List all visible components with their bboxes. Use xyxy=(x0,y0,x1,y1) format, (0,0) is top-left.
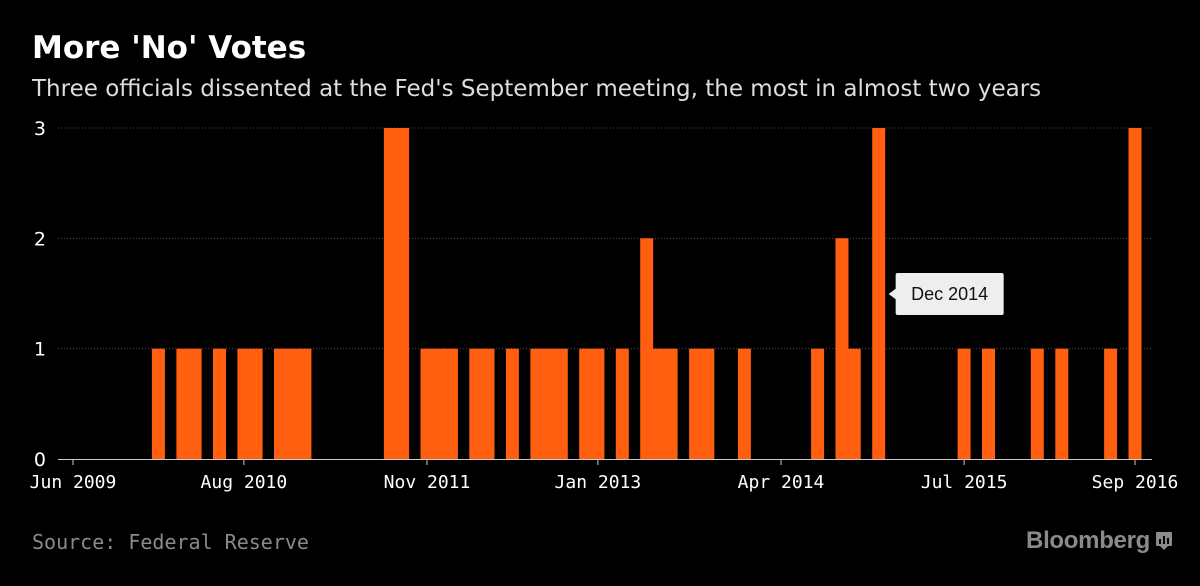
x-tick-label-jun-2009: Jun 2009 xyxy=(30,472,117,493)
bar-jul-2014 xyxy=(811,348,825,459)
x-tick-label-jul-2015: Jul 2015 xyxy=(921,472,1008,493)
y-tick-label-3: 3 xyxy=(34,118,46,140)
bar-sep-2012 xyxy=(542,348,556,459)
bar-mar-2016 xyxy=(1055,348,1069,459)
bar-jul-2015 xyxy=(957,348,971,459)
brand-name: Bloomberg xyxy=(1026,527,1150,554)
x-tick-label-jan-2013: Jan 2013 xyxy=(555,472,642,493)
bar-sep-2014 xyxy=(835,238,849,459)
bloomberg-logo: Bloomberg xyxy=(1026,527,1172,555)
y-tick-label-0: 0 xyxy=(34,449,46,471)
annotation-label: Dec 2014 xyxy=(911,284,988,304)
bar-nov-2010 xyxy=(274,348,287,459)
chart-subtitle: Three officials dissented at the Fed's S… xyxy=(32,76,1042,102)
bar-sep-2015 xyxy=(982,348,995,459)
x-tick-label-aug-2010: Aug 2010 xyxy=(201,472,288,493)
bar-aug-2011 xyxy=(383,128,397,459)
bar-jan-2010 xyxy=(151,348,165,459)
source-note: Source: Federal Reserve xyxy=(32,530,309,554)
bar-jan-2013 xyxy=(591,348,605,459)
bar-apr-2010 xyxy=(188,348,202,459)
annotation-box xyxy=(895,273,1004,315)
bar-jun-2012 xyxy=(505,348,519,459)
bar-jul-2016 xyxy=(1104,348,1118,459)
bloomberg-terminal-icon xyxy=(1156,532,1172,550)
bar-jun-2010 xyxy=(213,348,226,459)
bar-jan-2014 xyxy=(737,348,751,459)
bar-sep-2016 xyxy=(1128,128,1142,459)
bar-may-2013 xyxy=(640,238,654,459)
bar-oct-2013 xyxy=(701,348,715,459)
bar-jan-2011 xyxy=(298,348,312,459)
x-tick-label-sep-2016: Sep 2016 xyxy=(1092,472,1179,493)
bar-jul-2013 xyxy=(664,348,678,459)
bar-mar-2012 xyxy=(469,348,483,459)
bar-jan-2012 xyxy=(444,348,458,459)
annotation-pointer xyxy=(888,288,897,300)
bar-aug-2010 xyxy=(237,348,251,459)
bar-nov-2011 xyxy=(420,348,434,459)
bar-dec-2014 xyxy=(872,128,886,459)
bar-sep-2010 xyxy=(249,348,263,459)
bar-aug-2012 xyxy=(530,348,544,459)
bar-dec-2011 xyxy=(432,348,446,459)
bar-dec-2010 xyxy=(286,348,300,459)
chart-title: More 'No' Votes xyxy=(32,30,307,66)
bar-jan-2016 xyxy=(1030,348,1044,459)
bar-mar-2013 xyxy=(615,348,629,459)
bar-mar-2010 xyxy=(176,348,190,459)
bar-jun-2013 xyxy=(652,348,666,459)
bar-dec-2012 xyxy=(579,348,593,459)
bar-oct-2012 xyxy=(554,348,568,459)
bar-sep-2013 xyxy=(689,348,703,459)
bar-apr-2012 xyxy=(481,348,495,459)
x-tick-label-nov-2011: Nov 2011 xyxy=(384,472,471,493)
bar-sep-2011 xyxy=(396,128,410,459)
bar-oct-2014 xyxy=(847,348,861,459)
y-tick-label-1: 1 xyxy=(34,339,46,361)
x-tick-label-apr-2014: Apr 2014 xyxy=(738,472,825,493)
y-tick-label-2: 2 xyxy=(34,228,46,250)
